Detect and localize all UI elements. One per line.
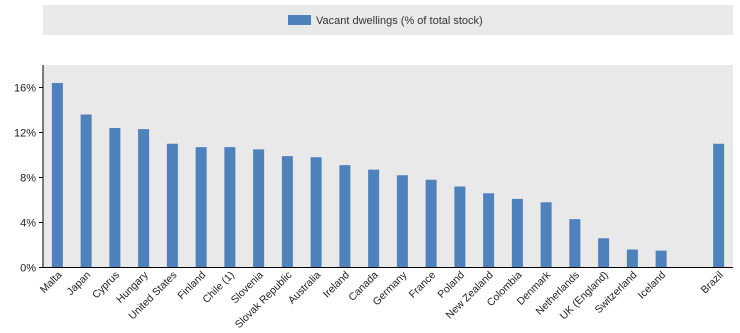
- bar: [339, 165, 351, 268]
- bars: [51, 83, 725, 268]
- y-tick-label: 12%: [14, 128, 36, 140]
- bar: [80, 114, 92, 268]
- bar: [368, 169, 380, 268]
- bar: [713, 143, 725, 268]
- bar: [51, 83, 63, 268]
- bar: [166, 143, 178, 268]
- bar: [138, 129, 150, 268]
- bar: [396, 175, 408, 268]
- bar: [511, 198, 523, 268]
- x-tick-label: Malta: [38, 269, 65, 296]
- x-tick-label: France: [407, 269, 439, 301]
- bar: [224, 147, 236, 268]
- legend-swatch: [288, 15, 311, 25]
- bar: [540, 202, 552, 268]
- bar: [109, 128, 121, 268]
- bar: [253, 149, 265, 268]
- y-axis: 0% 4% 8% 12% 16%: [14, 65, 44, 275]
- bar: [281, 156, 293, 268]
- bar: [483, 193, 495, 268]
- y-tick-label: 16%: [14, 83, 36, 95]
- legend-label: Vacant dwellings (% of total stock): [316, 15, 483, 27]
- bar: [655, 250, 667, 268]
- legend-box: [43, 5, 733, 35]
- bar: [454, 186, 466, 268]
- y-tick-label: 0%: [20, 263, 36, 275]
- bar: [569, 219, 581, 268]
- bar: [598, 238, 610, 268]
- bar: [195, 147, 207, 268]
- bar: [310, 157, 322, 268]
- x-tick-label: Iceland: [636, 269, 669, 302]
- plot-area: [43, 65, 733, 268]
- bar: [626, 249, 638, 268]
- x-tick-label: Brazil: [699, 269, 726, 296]
- x-tick-label: Japan: [65, 269, 94, 298]
- y-tick-label: 8%: [20, 173, 36, 185]
- bar: [425, 179, 437, 268]
- y-tick-label: 4%: [20, 218, 36, 230]
